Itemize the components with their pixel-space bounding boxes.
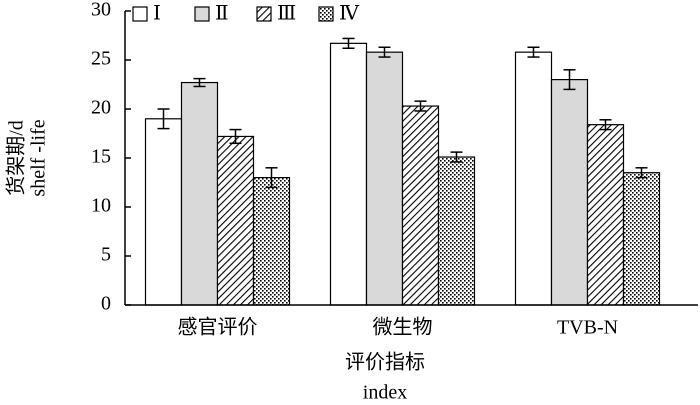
x-tick-label: TVB-N: [557, 317, 618, 339]
y-axis-label: 货架期/d: [5, 120, 28, 196]
x-axis-label: index: [363, 382, 407, 404]
bar: [216, 135, 255, 306]
x-axis-label: 评价指标: [345, 351, 425, 374]
bar: [401, 105, 440, 306]
bar: [437, 156, 476, 306]
y-tick-label: 25: [91, 48, 111, 70]
bar: [144, 118, 183, 306]
legend-label: Ⅲ: [277, 3, 296, 25]
legend-swatch: [194, 6, 210, 22]
bar: [622, 172, 661, 306]
bar: [365, 51, 404, 306]
bar: [329, 42, 368, 306]
x-tick-label: 微生物: [373, 316, 433, 339]
bar: [514, 51, 553, 306]
y-tick-label: 0: [101, 293, 111, 315]
bar: [252, 177, 291, 306]
bar: [550, 78, 589, 306]
y-tick-label: 15: [91, 146, 111, 168]
legend-label: Ⅳ: [339, 3, 360, 25]
x-tick-label: 感官评价: [178, 316, 258, 339]
y-tick-label: 10: [91, 195, 111, 217]
legend-swatch: [318, 6, 334, 22]
y-tick-label: 5: [101, 244, 111, 266]
y-tick-label: 20: [91, 97, 111, 119]
legend-swatch: [132, 6, 148, 22]
y-axis-label: shelf -life: [28, 119, 50, 196]
bar: [586, 124, 625, 306]
legend-swatch: [256, 6, 272, 22]
legend-label: Ⅰ: [153, 3, 161, 25]
legend-label: Ⅱ: [215, 3, 229, 25]
y-tick-label: 30: [91, 0, 111, 21]
bar: [180, 81, 219, 306]
